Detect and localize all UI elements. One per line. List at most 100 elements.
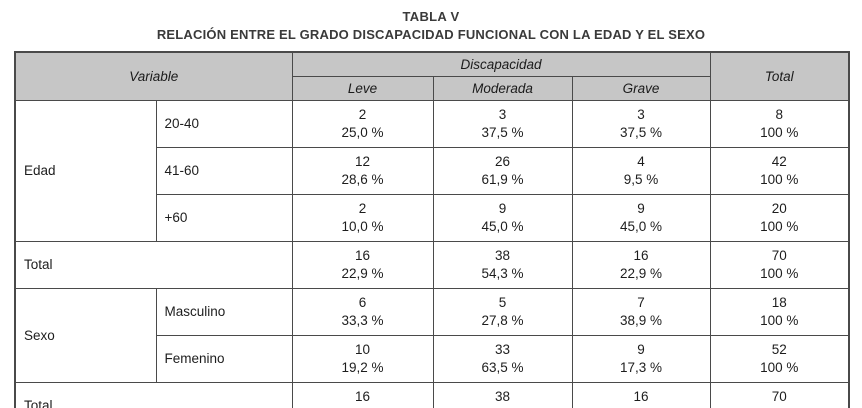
- data-table: Variable Discapacidad Total Leve Moderad…: [14, 51, 850, 408]
- table-row-total-edad: Total 16 22,9 % 38 54,3 % 16 22,9 % 70 1…: [14, 241, 850, 289]
- cell-percent: 10,0 %: [341, 219, 384, 234]
- cell-moderada: 3 37,5 %: [432, 100, 573, 148]
- cell-leve: 6 33,3 %: [291, 288, 434, 336]
- cell-count: 2: [358, 201, 367, 217]
- cell-percent: 100 %: [760, 360, 799, 375]
- cell-count: 10: [354, 342, 371, 358]
- group-label-sexo: Sexo: [14, 288, 157, 383]
- cell-count: 26: [494, 154, 511, 170]
- cell-count: 16: [354, 389, 371, 405]
- table-subtitle: RELACIÓN ENTRE EL GRADO DISCAPACIDAD FUN…: [156, 27, 706, 42]
- cell-percent: 100 %: [760, 219, 799, 234]
- cell-grave: 3 37,5 %: [571, 100, 711, 148]
- cell-total: 70 100 %: [709, 241, 850, 289]
- cell-total: 52 100 %: [709, 335, 850, 383]
- cell-count: 2: [358, 107, 367, 123]
- row-label: +60: [155, 194, 293, 242]
- cell-total: 18 100 %: [709, 288, 850, 336]
- cell-moderada: 9 45,0 %: [432, 194, 573, 242]
- cell-percent: 22,9 %: [619, 266, 663, 281]
- cell-count: 9: [498, 201, 507, 217]
- row-label: Femenino: [155, 335, 293, 383]
- row-label: 41-60: [155, 147, 293, 195]
- cell-leve: 2 25,0 %: [291, 100, 434, 148]
- cell-percent: 45,0 %: [481, 219, 524, 234]
- table-header: Variable Discapacidad Total Leve Moderad…: [14, 51, 850, 101]
- cell-count: 33: [494, 342, 511, 358]
- cell-percent: 100 %: [760, 125, 799, 140]
- cell-grave: 16 22,9 %: [571, 382, 711, 408]
- table-row-edad-60plus: +60 2 10,0 % 9 45,0 % 9 45,0 % 20 100 %: [15, 194, 850, 242]
- cell-total: 70 100 %: [709, 382, 850, 408]
- cell-percent: 61,9 %: [481, 172, 524, 187]
- cell-count: 6: [358, 295, 367, 311]
- cell-total: 42 100 %: [709, 147, 850, 195]
- cell-percent: 45,0 %: [619, 219, 663, 234]
- cell-total: 8 100 %: [709, 100, 850, 148]
- cell-percent: 28,6 %: [341, 172, 384, 187]
- cell-count: 42: [771, 154, 787, 170]
- cell-count: 20: [771, 201, 787, 217]
- cell-leve: 12 28,6 %: [291, 147, 434, 195]
- cell-count: 3: [637, 107, 645, 123]
- total-row-label: Total: [14, 241, 293, 289]
- cell-percent: 27,8 %: [481, 313, 524, 328]
- cell-count: 4: [637, 154, 645, 170]
- cell-count: 70: [771, 389, 787, 405]
- cell-moderada: 5 27,8 %: [432, 288, 573, 336]
- cell-count: 9: [637, 201, 645, 217]
- cell-grave: 4 9,5 %: [571, 147, 711, 195]
- cell-percent: 9,5 %: [623, 172, 659, 187]
- cell-percent: 17,3 %: [619, 360, 663, 375]
- cell-percent: 19,2 %: [341, 360, 384, 375]
- cell-count: 38: [494, 389, 511, 405]
- cell-moderada: 38 54,3 %: [432, 241, 573, 289]
- cell-moderada: 38 54,3 %: [432, 382, 573, 408]
- table-row-total-sexo: Total 16 22,9 % 38 54,3 % 16 22,9 % 70 1…: [14, 382, 850, 408]
- cell-total: 20 100 %: [709, 194, 850, 242]
- cell-percent: 25,0 %: [341, 125, 384, 140]
- header-grave: Grave: [571, 76, 711, 101]
- cell-percent: 33,3 %: [341, 313, 384, 328]
- cell-grave: 9 45,0 %: [571, 194, 711, 242]
- cell-percent: 38,9 %: [619, 313, 663, 328]
- cell-count: 5: [498, 295, 507, 311]
- table-row-sexo-masculino: Sexo Masculino 6 33,3 % 5 27,8 % 7 38,9 …: [14, 288, 850, 383]
- cell-count: 38: [494, 248, 511, 264]
- table-title: TABLA V: [402, 9, 460, 24]
- header-discapacidad: Discapacidad: [291, 51, 711, 77]
- cell-moderada: 26 61,9 %: [432, 147, 573, 195]
- cell-count: 18: [771, 295, 787, 311]
- header-leve: Leve: [291, 76, 434, 101]
- cell-percent: 22,9 %: [341, 266, 384, 281]
- cell-leve: 16 22,9 %: [291, 241, 434, 289]
- cell-percent: 100 %: [760, 266, 799, 281]
- cell-grave: 7 38,9 %: [571, 288, 711, 336]
- cell-count: 16: [354, 248, 371, 264]
- cell-percent: 37,5 %: [619, 125, 663, 140]
- page: TABLA V RELACIÓN ENTRE EL GRADO DISCAPAC…: [0, 9, 862, 408]
- header-moderada: Moderada: [432, 76, 573, 101]
- header-row-2: Leve Moderada Grave: [15, 76, 849, 101]
- cell-moderada: 33 63,5 %: [432, 335, 573, 383]
- cell-count: 8: [775, 107, 783, 123]
- table-row-edad-20-40: Edad 20-40 2 25,0 % 3 37,5 % 3 37,5 % 8 …: [14, 100, 850, 242]
- cell-leve: 16 22,9 %: [291, 382, 434, 408]
- cell-leve: 2 10,0 %: [291, 194, 434, 242]
- cell-grave: 9 17,3 %: [571, 335, 711, 383]
- table-row-sexo-femenino: Femenino 10 19,2 % 33 63,5 % 9 17,3 % 52…: [15, 335, 850, 383]
- cell-count: 12: [354, 154, 371, 170]
- cell-percent: 37,5 %: [481, 125, 524, 140]
- cell-percent: 100 %: [760, 313, 799, 328]
- cell-count: 70: [771, 248, 787, 264]
- header-row-1: Variable Discapacidad Total: [14, 51, 850, 101]
- cell-percent: 63,5 %: [481, 360, 524, 375]
- row-label: Masculino: [155, 288, 293, 336]
- group-label-edad: Edad: [14, 100, 157, 242]
- cell-percent: 54,3 %: [481, 266, 524, 281]
- total-row-label: Total: [14, 382, 293, 408]
- cell-count: 52: [771, 342, 787, 358]
- cell-count: 3: [498, 107, 507, 123]
- cell-count: 7: [637, 295, 645, 311]
- header-total: Total: [709, 51, 850, 101]
